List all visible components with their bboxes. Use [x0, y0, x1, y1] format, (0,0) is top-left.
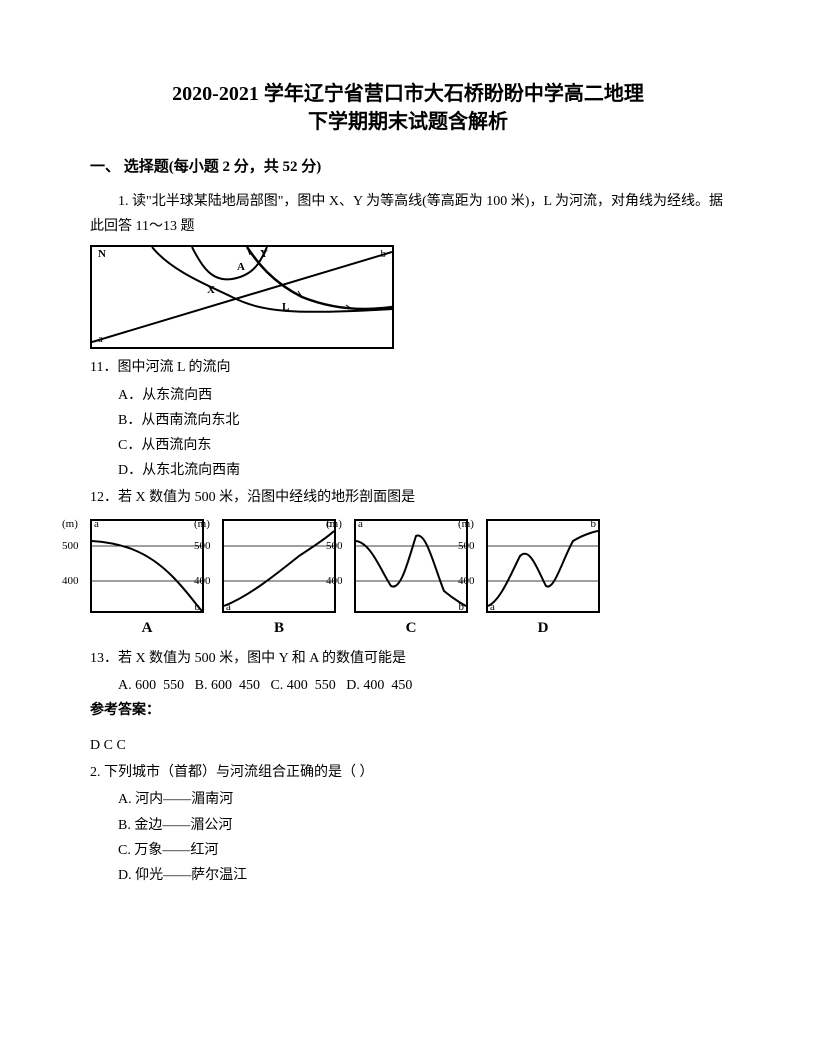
title-line-1: 2020-2021 学年辽宁省营口市大石桥盼盼中学高二地理: [172, 83, 644, 105]
map-label-b: b: [381, 249, 387, 260]
profile-charts: (m) a 500 400 b A (m) b 500 400 a: [90, 519, 726, 642]
q12-stem: 12．若 X 数值为 500 米，沿图中经线的地形剖面图是: [90, 485, 726, 510]
chart-d: (m) b 500 400 a D: [486, 519, 600, 642]
map-figure: N a b X A Y L: [90, 245, 394, 349]
ylabel-m: (m): [194, 519, 210, 530]
end-b: b: [459, 602, 465, 613]
q11-opt-a: A．从东流向西: [118, 383, 726, 408]
q2-stem: 2. 下列城市（首都）与河流组合正确的是（ ）: [90, 760, 726, 785]
q1-intro: 1. 读"北半球某陆地局部图"，图中 X、Y 为等高线(等高距为 100 米)，…: [90, 189, 726, 239]
q11-opt-b: B．从西南流向东北: [118, 408, 726, 433]
q2-opt-d: D. 仰光——萨尔温江: [118, 863, 726, 888]
chart-label-a: A: [142, 615, 153, 642]
ytick-400: 400: [458, 576, 475, 587]
q2-opt-c: C. 万象——红河: [118, 838, 726, 863]
end-a: a: [490, 602, 495, 613]
answer-value: D C C: [90, 733, 726, 758]
chart-label-c: C: [406, 615, 417, 642]
map-label-a2: A: [237, 262, 245, 273]
section-heading: 一、 选择题(每小题 2 分，共 52 分): [90, 154, 726, 181]
map-label-a: a: [98, 334, 103, 345]
map-label-l: L: [282, 302, 289, 313]
ytick-500: 500: [62, 541, 79, 552]
q13-opts: A. 600 550 B. 600 450 C. 400 550 D. 400 …: [118, 673, 726, 698]
q2-opt-b: B. 金边——湄公河: [118, 813, 726, 838]
map-label-x: X: [207, 285, 215, 296]
chart-a: (m) a 500 400 b A: [90, 519, 204, 642]
end-b: b: [195, 602, 201, 613]
q13-stem: 13．若 X 数值为 500 米，图中 Y 和 A 的数值可能是: [90, 646, 726, 671]
ylabel-m: (m): [326, 519, 342, 530]
chart-label-b: B: [274, 615, 284, 642]
end-a: a: [94, 519, 99, 530]
q2-opt-a: A. 河内——湄南河: [118, 787, 726, 812]
end-a: a: [226, 602, 231, 613]
q11-opt-d: D．从东北流向西南: [118, 458, 726, 483]
chart-c-svg: [356, 521, 466, 611]
chart-a-svg: [92, 521, 202, 611]
ylabel-m: (m): [62, 519, 78, 530]
map-label-y: Y: [260, 249, 268, 260]
ytick-500: 500: [194, 541, 211, 552]
page-title: 2020-2021 学年辽宁省营口市大石桥盼盼中学高二地理 下学期期末试题含解析: [90, 80, 726, 136]
ytick-500: 500: [326, 541, 343, 552]
chart-c: (m) a 500 400 b C: [354, 519, 468, 642]
chart-label-d: D: [538, 615, 549, 642]
q11-opt-c: C．从西流向东: [118, 433, 726, 458]
map-label-n: N: [98, 249, 106, 260]
ytick-500: 500: [458, 541, 475, 552]
ylabel-m: (m): [458, 519, 474, 530]
ytick-400: 400: [194, 576, 211, 587]
chart-b-svg: [224, 521, 334, 611]
answer-label: 参考答案：: [90, 698, 726, 723]
chart-d-svg: [488, 521, 598, 611]
title-line-2: 下学期期末试题含解析: [308, 111, 508, 133]
ytick-400: 400: [326, 576, 343, 587]
chart-b: (m) b 500 400 a B: [222, 519, 336, 642]
ytick-400: 400: [62, 576, 79, 587]
q11-stem: 11．图中河流 L 的流向: [90, 355, 726, 380]
end-a: a: [358, 519, 363, 530]
end-b: b: [591, 519, 597, 530]
